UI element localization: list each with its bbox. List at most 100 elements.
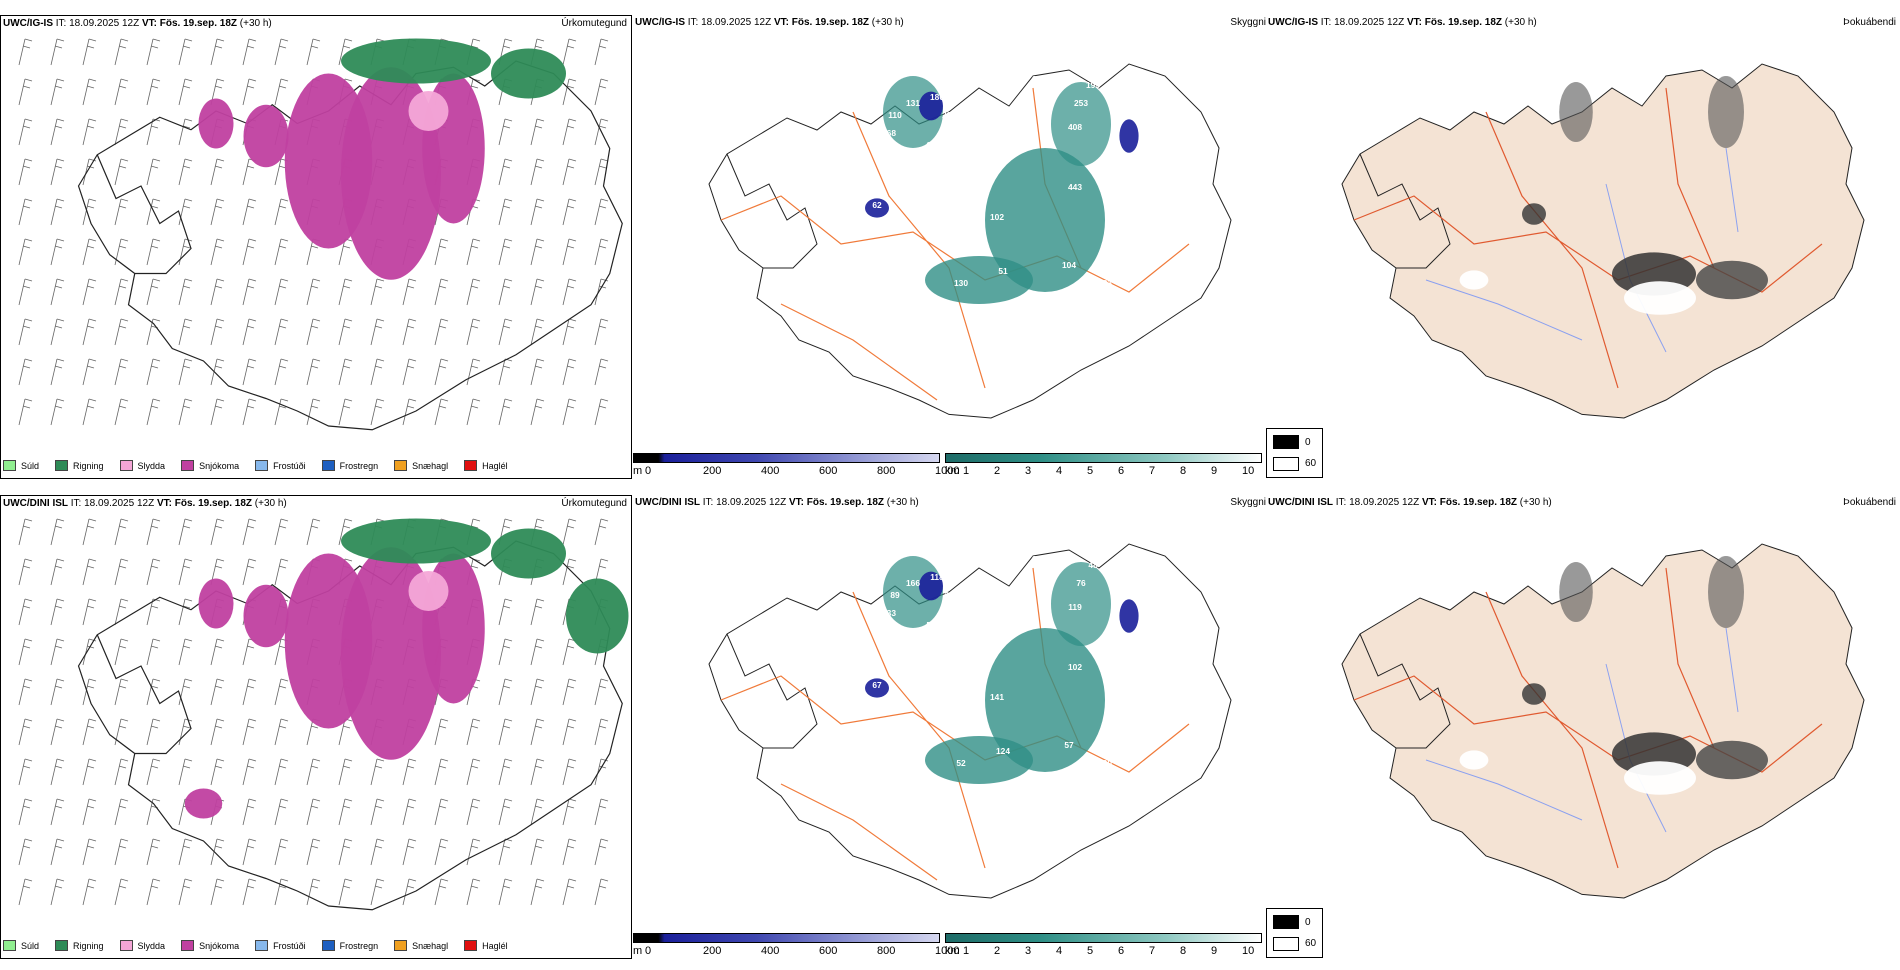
wind-barb <box>274 78 289 106</box>
wind-barb <box>274 718 289 746</box>
wind-barb <box>114 398 129 426</box>
wind-barb <box>82 598 97 626</box>
wind-barb <box>18 638 33 666</box>
wind-barb <box>370 758 385 786</box>
visibility-unit: km <box>945 945 960 957</box>
wind-barb <box>434 798 449 826</box>
rain-area <box>491 528 566 579</box>
wind-barb <box>434 718 449 746</box>
panel-header: UWC/DINI ISL IT: 18.09.2025 12Z VT: Fös.… <box>3 498 287 509</box>
wind-barb <box>82 198 97 226</box>
wind-barb <box>210 238 225 266</box>
wind-barb <box>594 78 609 106</box>
it-label: IT: <box>55 18 67 29</box>
fog-area <box>1696 740 1768 780</box>
ceiling-tick: 0 <box>645 945 652 957</box>
low-ceiling-area <box>865 678 889 698</box>
wind-barb <box>306 358 321 386</box>
wind-barb <box>18 358 33 386</box>
wind-barb <box>82 118 97 146</box>
visibility-tick: 2 <box>994 465 1001 477</box>
ceiling-label: 29 <box>1148 176 1158 186</box>
visibility-gradient <box>945 933 1262 943</box>
wind-barb <box>210 678 225 706</box>
wind-barb <box>50 878 65 906</box>
wind-barb <box>242 878 257 906</box>
legend-label: Rigning <box>73 940 104 951</box>
panel-header: UWC/IG-IS IT: 18.09.2025 12Z VT: Fös. 19… <box>1268 17 1537 28</box>
wind-barb <box>82 718 97 746</box>
wind-barb <box>114 678 129 706</box>
wind-barb <box>82 758 97 786</box>
wind-barb <box>402 798 417 826</box>
fog-area <box>1522 683 1546 705</box>
wind-barb <box>370 798 385 826</box>
legend-label: Súld <box>21 940 40 951</box>
rain-area <box>341 518 491 564</box>
ceiling-tick: 200 <box>703 465 722 477</box>
fog-title: Þokuábendi <box>1843 17 1896 28</box>
wind-barb <box>466 758 481 786</box>
low-ceiling-area <box>1119 599 1139 633</box>
wind-barb <box>18 518 33 546</box>
wind-barb <box>82 38 97 66</box>
ceiling-tick: 200 <box>703 945 722 957</box>
ceiling-label: 182 <box>948 134 962 144</box>
wind-barb <box>594 38 609 66</box>
legend-swatch <box>3 940 16 951</box>
wind-barb <box>82 78 97 106</box>
legend-item: Haglél <box>464 460 508 471</box>
wind-barb <box>82 358 97 386</box>
wind-barb <box>338 758 353 786</box>
legend-swatch <box>181 460 195 471</box>
it-label: IT: <box>1320 17 1332 28</box>
wind-barb <box>178 638 193 666</box>
wind-barb <box>306 758 321 786</box>
wind-barb <box>210 358 225 386</box>
fog-swatch-black <box>1273 435 1299 449</box>
wind-barb <box>50 238 65 266</box>
low-ceiling-area <box>1119 119 1139 153</box>
legend-swatch <box>181 940 195 951</box>
wind-barb <box>242 718 257 746</box>
wind-barb <box>562 838 577 866</box>
wind-barb <box>114 198 129 226</box>
fog-area <box>1708 76 1744 148</box>
ceiling-visibility-panel: UWC/DINI ISL IT: 18.09.2025 12Z VT: Fös.… <box>633 495 1266 970</box>
visibility-tick: 5 <box>1087 465 1094 477</box>
ceiling-unit: m <box>633 465 643 477</box>
ceiling-label: 265 <box>990 560 1004 570</box>
visibility-gradient <box>945 453 1262 463</box>
wind-barb <box>210 198 225 226</box>
wind-barb <box>466 718 481 746</box>
legend-label: Frostúði <box>273 460 306 471</box>
wind-barb <box>498 318 513 346</box>
vt-label: VT: <box>788 497 804 508</box>
wind-barb <box>562 358 577 386</box>
wind-barb <box>178 198 193 226</box>
wind-barb <box>242 78 257 106</box>
wind-barb <box>18 798 33 826</box>
ceiling-label: 119 <box>1068 602 1082 612</box>
fog-area <box>1708 556 1744 628</box>
precip-legend: Súld Rigning Slydda Snjókoma Frostúði Frostre… <box>3 940 520 951</box>
wind-barb <box>594 678 609 706</box>
legend-item: Rigning <box>55 940 104 951</box>
wind-barb <box>370 838 385 866</box>
low-visibility-area <box>925 256 1033 304</box>
visibility-tick: 6 <box>1118 465 1125 477</box>
wind-barb <box>402 398 417 426</box>
ceiling-gradient <box>633 453 940 463</box>
clear-area <box>1624 761 1696 795</box>
wind-barb <box>82 398 97 426</box>
snow-area <box>243 104 289 168</box>
low-visibility-area <box>985 628 1105 772</box>
clear-area <box>1459 750 1489 770</box>
wind-barb <box>402 318 417 346</box>
wind-barb <box>146 398 161 426</box>
wind-barb <box>210 278 225 306</box>
wind-barb <box>50 558 65 586</box>
wind-barb <box>114 878 129 906</box>
wind-barb <box>242 758 257 786</box>
legend-swatch <box>255 940 269 951</box>
